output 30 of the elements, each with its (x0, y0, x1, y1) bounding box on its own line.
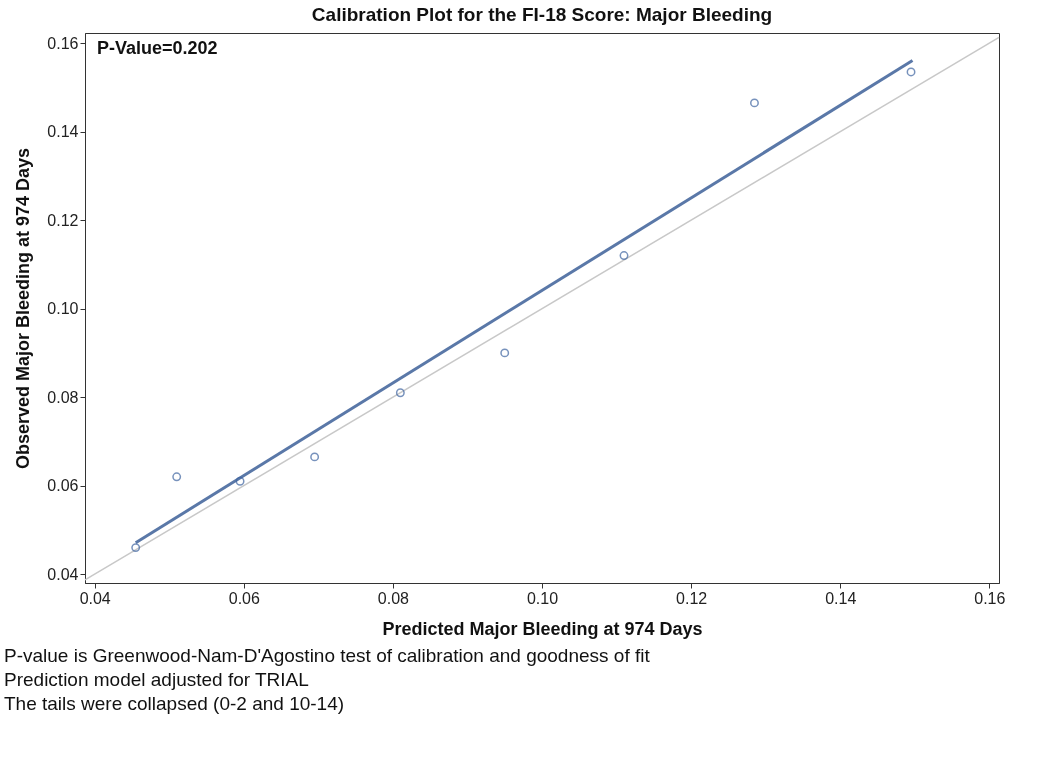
x-tick-label: 0.16 (974, 589, 1006, 607)
x-tick-label: 0.14 (825, 589, 857, 607)
y-tick-label: 0.16 (47, 34, 79, 52)
x-tick-label: 0.04 (79, 589, 111, 607)
point (310, 452, 320, 462)
point (131, 543, 141, 553)
x-tick-label: 0.12 (676, 589, 708, 607)
point (172, 472, 182, 482)
text: The tails were collapsed (0-2 and 10-14) (4, 692, 346, 716)
x-axis-title: Predicted Major Bleeding at 974 Days (382, 618, 703, 639)
point (395, 388, 405, 398)
y-tick-label: 0.08 (47, 388, 79, 406)
point (906, 67, 916, 77)
x-tick-label: 0.08 (377, 589, 410, 607)
x-tick-label: 0.06 (228, 589, 260, 607)
annotation: P-Value=0.202 (97, 38, 218, 58)
point (619, 251, 629, 261)
point (750, 98, 759, 108)
text: P-value is Greenwood-Nam-D'Agostino test of calibration and goodness of fit (4, 644, 651, 668)
point (500, 348, 510, 358)
y-tick-label: 0.14 (47, 123, 79, 141)
y-tick-label: 0.10 (47, 300, 79, 318)
y-tick-label: 0.06 (47, 477, 79, 495)
x-tick-label: 0.10 (526, 589, 559, 607)
y-tick-label: 0.04 (47, 565, 79, 583)
point (235, 476, 245, 486)
y-tick-label: 0.12 (47, 211, 79, 229)
chart-title: Calibration Plot for the FI-18 Score: Major Bleeding (311, 4, 773, 25)
y-axis-title: Observed Major Bleeding at 974 Days (13, 147, 34, 470)
text: Prediction model adjusted for TRIAL (4, 668, 310, 692)
